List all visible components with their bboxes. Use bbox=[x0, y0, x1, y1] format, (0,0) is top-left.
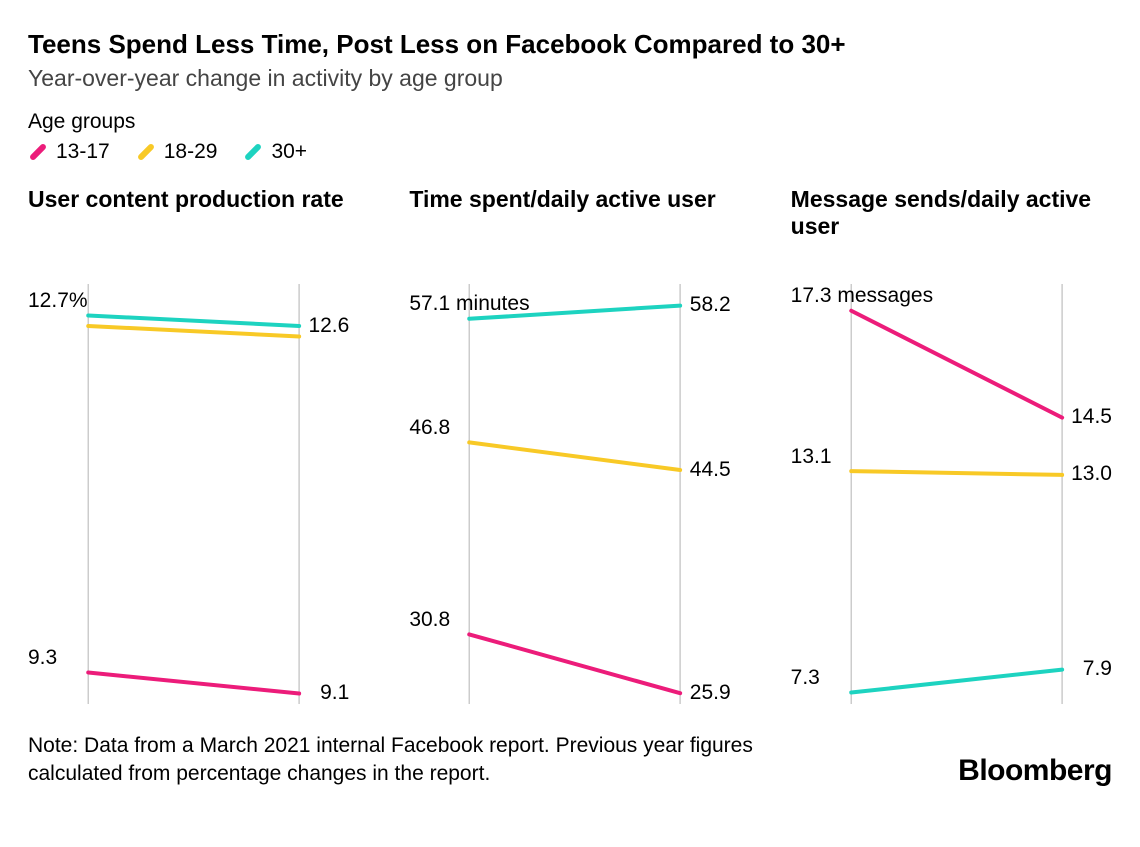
panels-container: User content production rate 12.7% 12.6 9.3… bbox=[28, 186, 1112, 712]
series-line bbox=[470, 442, 681, 470]
series-line bbox=[851, 310, 1062, 417]
chart-title: Teens Spend Less Time, Post Less on Face… bbox=[28, 28, 1112, 61]
legend-item: 30+ bbox=[243, 140, 307, 164]
value-label-start: 57.1 minutes bbox=[409, 292, 529, 316]
value-label-start: 30.8 bbox=[409, 608, 450, 632]
chart-plot: 12.7% 12.6 9.3 9.1 bbox=[28, 252, 349, 712]
series-line bbox=[470, 634, 681, 693]
legend-swatch bbox=[29, 142, 47, 160]
value-label-start: 46.8 bbox=[409, 416, 450, 440]
chart-panel: Time spent/daily active user 57.1 minutes… bbox=[409, 186, 730, 712]
legend-item: 18-29 bbox=[136, 140, 218, 164]
value-label-end: 13.0 bbox=[1071, 462, 1112, 486]
value-label-start: 12.7% bbox=[28, 289, 88, 313]
panel-title: Time spent/daily active user bbox=[409, 186, 730, 242]
legend-label: 30+ bbox=[271, 140, 307, 164]
chart-panel: User content production rate 12.7% 12.6 9.3… bbox=[28, 186, 349, 712]
panel-title: User content production rate bbox=[28, 186, 349, 242]
legend-swatch bbox=[244, 142, 262, 160]
legend-swatch bbox=[137, 142, 155, 160]
panel-title: Message sends/daily active user bbox=[791, 186, 1112, 242]
value-label-start: 17.3 messages bbox=[791, 284, 933, 308]
legend-title: Age groups bbox=[28, 110, 1112, 134]
value-label-end: 9.1 bbox=[320, 681, 349, 705]
value-label-start: 13.1 bbox=[791, 445, 832, 469]
chart-plot: 57.1 minutes 58.2 46.8 44.5 30.8 25.9 bbox=[409, 252, 730, 712]
value-label-end: 58.2 bbox=[690, 293, 731, 317]
chart-plot: 17.3 messages 14.5 13.1 13.0 7.3 7.9 bbox=[791, 252, 1112, 712]
footnote: Note: Data from a March 2021 internal Fa… bbox=[28, 732, 848, 789]
legend-item: 13-17 bbox=[28, 140, 110, 164]
brand-logo: Bloomberg bbox=[958, 754, 1112, 788]
legend-label: 18-29 bbox=[164, 140, 218, 164]
legend-label: 13-17 bbox=[56, 140, 110, 164]
chart-panel: Message sends/daily active user 17.3 mess… bbox=[791, 186, 1112, 712]
series-line bbox=[88, 672, 299, 693]
series-line bbox=[88, 315, 299, 326]
value-label-end: 7.9 bbox=[1083, 657, 1112, 681]
legend: 13-17 18-29 30+ bbox=[28, 140, 1112, 164]
value-label-end: 12.6 bbox=[308, 314, 349, 338]
chart-subtitle: Year-over-year change in activity by age… bbox=[28, 65, 1112, 92]
value-label-start: 7.3 bbox=[791, 666, 820, 690]
series-line bbox=[851, 471, 1062, 475]
series-line bbox=[88, 326, 299, 337]
series-line bbox=[851, 669, 1062, 692]
value-label-start: 9.3 bbox=[28, 646, 57, 670]
value-label-end: 44.5 bbox=[690, 458, 731, 482]
value-label-end: 14.5 bbox=[1071, 405, 1112, 429]
value-label-end: 25.9 bbox=[690, 681, 731, 705]
